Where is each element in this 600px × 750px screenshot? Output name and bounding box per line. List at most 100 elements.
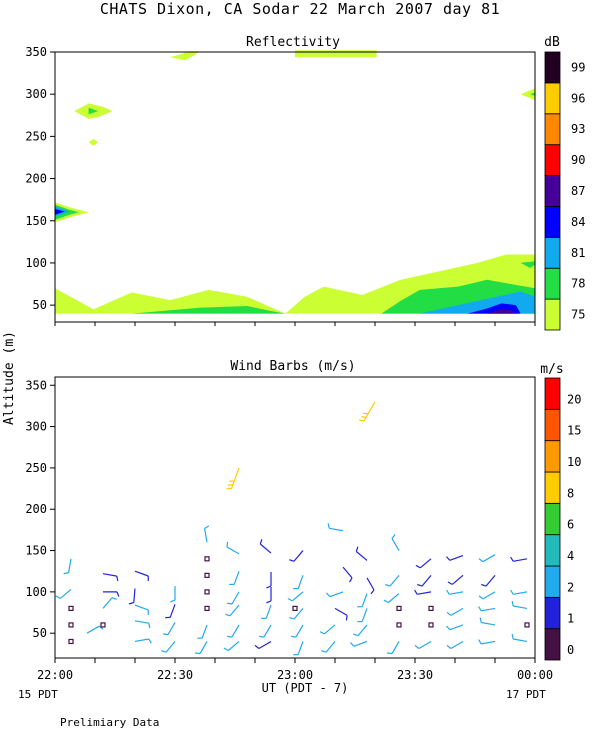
reflectivity-colorbar-label: 84 — [571, 215, 585, 229]
wind-barb — [199, 641, 208, 654]
reflectivity-colorbar-label: 96 — [571, 91, 585, 105]
windbarbs-xtick-label: 22:30 — [157, 668, 193, 682]
wind-barb — [449, 591, 464, 595]
windbarbs-colorbar-swatch — [544, 502, 561, 536]
windbarbs-colorbar-swatch — [544, 408, 561, 442]
windbarbs-colorbar-label: 0 — [567, 643, 574, 657]
reflectivity-ytick-label: 300 — [25, 87, 47, 101]
windbarbs-xtick-label: 23:00 — [277, 668, 313, 682]
wind-barb-feather — [259, 635, 265, 638]
wind-barb-feather — [227, 602, 233, 605]
wind-barb — [451, 574, 464, 585]
wind-barb — [421, 574, 432, 587]
reflectivity-region — [88, 138, 99, 146]
wind-barb — [102, 597, 113, 609]
windbarbs-ytick-label: 300 — [25, 420, 47, 434]
wind-barb-feather — [414, 589, 418, 595]
windbarbs-ytick-label: 250 — [25, 461, 47, 475]
wind-barb-feather — [289, 559, 295, 562]
wind-barb — [297, 575, 304, 589]
wind-barb-feather — [204, 525, 210, 530]
wind-barb — [134, 604, 149, 611]
windbarbs-ytick-label: 150 — [25, 544, 47, 558]
wind-barb-feather — [266, 585, 272, 589]
wind-barb-feather — [481, 583, 487, 587]
wind-barb — [86, 625, 100, 634]
reflectivity-ytick-label: 250 — [25, 129, 47, 143]
calm-marker — [524, 622, 530, 628]
reflectivity-ytick-label: 200 — [25, 172, 47, 186]
wind-barb — [165, 641, 176, 653]
y-axis-label: Altitude (m) — [2, 331, 17, 425]
reflectivity-colorbar-swatch — [544, 144, 561, 176]
wind-barb — [226, 546, 240, 555]
wind-barb — [293, 550, 304, 562]
wind-barb — [485, 574, 496, 587]
wind-barb-feather — [478, 639, 482, 645]
windbarbs-ytick-label: 50 — [33, 626, 47, 640]
reflectivity-colorbar-label: 87 — [571, 184, 585, 198]
wind-barb-feather — [254, 644, 260, 649]
calm-marker — [68, 605, 74, 612]
calm-marker — [396, 622, 402, 628]
calm-marker — [204, 556, 210, 562]
wind-barb — [59, 588, 72, 599]
reflectivity-region — [487, 309, 516, 314]
wind-barb-feather — [359, 419, 365, 422]
reflectivity-region — [55, 208, 65, 215]
wind-barb — [258, 640, 272, 650]
reflectivity-colorbar-unit: dB — [544, 35, 560, 50]
wind-barb — [293, 608, 304, 620]
wind-barb-feather — [447, 581, 453, 585]
reflectivity-colorbar-label: 99 — [571, 60, 585, 74]
wind-barb-feather — [223, 647, 229, 652]
wind-barb-feather — [226, 541, 229, 547]
wind-barb-feather — [163, 633, 169, 636]
wind-barb-feather — [148, 623, 151, 629]
wind-barb — [513, 605, 528, 610]
windbarbs-ytick-label: 350 — [25, 378, 47, 392]
reflectivity-colorbar-swatch — [544, 206, 561, 238]
wind-barb-feather — [116, 575, 119, 582]
wind-barb-feather — [128, 601, 134, 605]
reflectivity-colorbar-swatch — [544, 82, 561, 115]
wind-barb-feather — [55, 595, 61, 599]
wind-barb — [355, 551, 368, 561]
wind-barb-feather — [363, 412, 369, 415]
calm-marker — [428, 622, 434, 628]
wind-barb — [68, 558, 72, 573]
wind-barb-feather — [98, 625, 104, 630]
reflectivity-ytick-label: 150 — [25, 214, 47, 228]
windbarbs-colorbar-swatch — [544, 628, 561, 661]
windbarbs-colorbar-label: 15 — [567, 424, 581, 438]
wind-barb-feather — [111, 597, 117, 600]
windbarbs-colorbar-swatch — [544, 377, 561, 410]
wind-barb-feather — [170, 599, 176, 603]
windbarbs-ytick-label: 200 — [25, 502, 47, 516]
wind-barb — [229, 604, 240, 617]
reflectivity-colorbar-swatch — [544, 267, 561, 300]
wind-barb-feather — [148, 638, 152, 644]
calm-marker — [428, 605, 434, 612]
wind-barb-feather — [446, 644, 452, 649]
wind-barb-feather — [227, 635, 233, 638]
windbarbs-colorbar-swatch — [544, 534, 561, 567]
reflectivity-region — [88, 107, 99, 115]
wind-barb-feather — [291, 635, 297, 638]
windbarbs-colorbar-label: 8 — [567, 486, 574, 500]
wind-barb-feather — [326, 592, 331, 598]
windbarbs-xtick-label: 00:00 — [517, 668, 553, 682]
wind-barb — [513, 558, 528, 562]
reflectivity-colorbar-swatch — [544, 113, 561, 146]
reflectivity-region — [295, 50, 377, 58]
reflectivity-ytick-label: 350 — [25, 45, 47, 59]
wind-barb — [513, 591, 528, 595]
wind-barb — [295, 624, 304, 638]
wind-barb-feather — [478, 595, 484, 600]
wind-barb — [366, 577, 375, 591]
windbarbs-ytick-label: 100 — [25, 585, 47, 599]
figure-title: CHATS Dixon, CA Sodar 22 March 2007 day … — [99, 0, 501, 18]
wind-barb — [481, 607, 496, 612]
wind-barb — [167, 622, 176, 635]
